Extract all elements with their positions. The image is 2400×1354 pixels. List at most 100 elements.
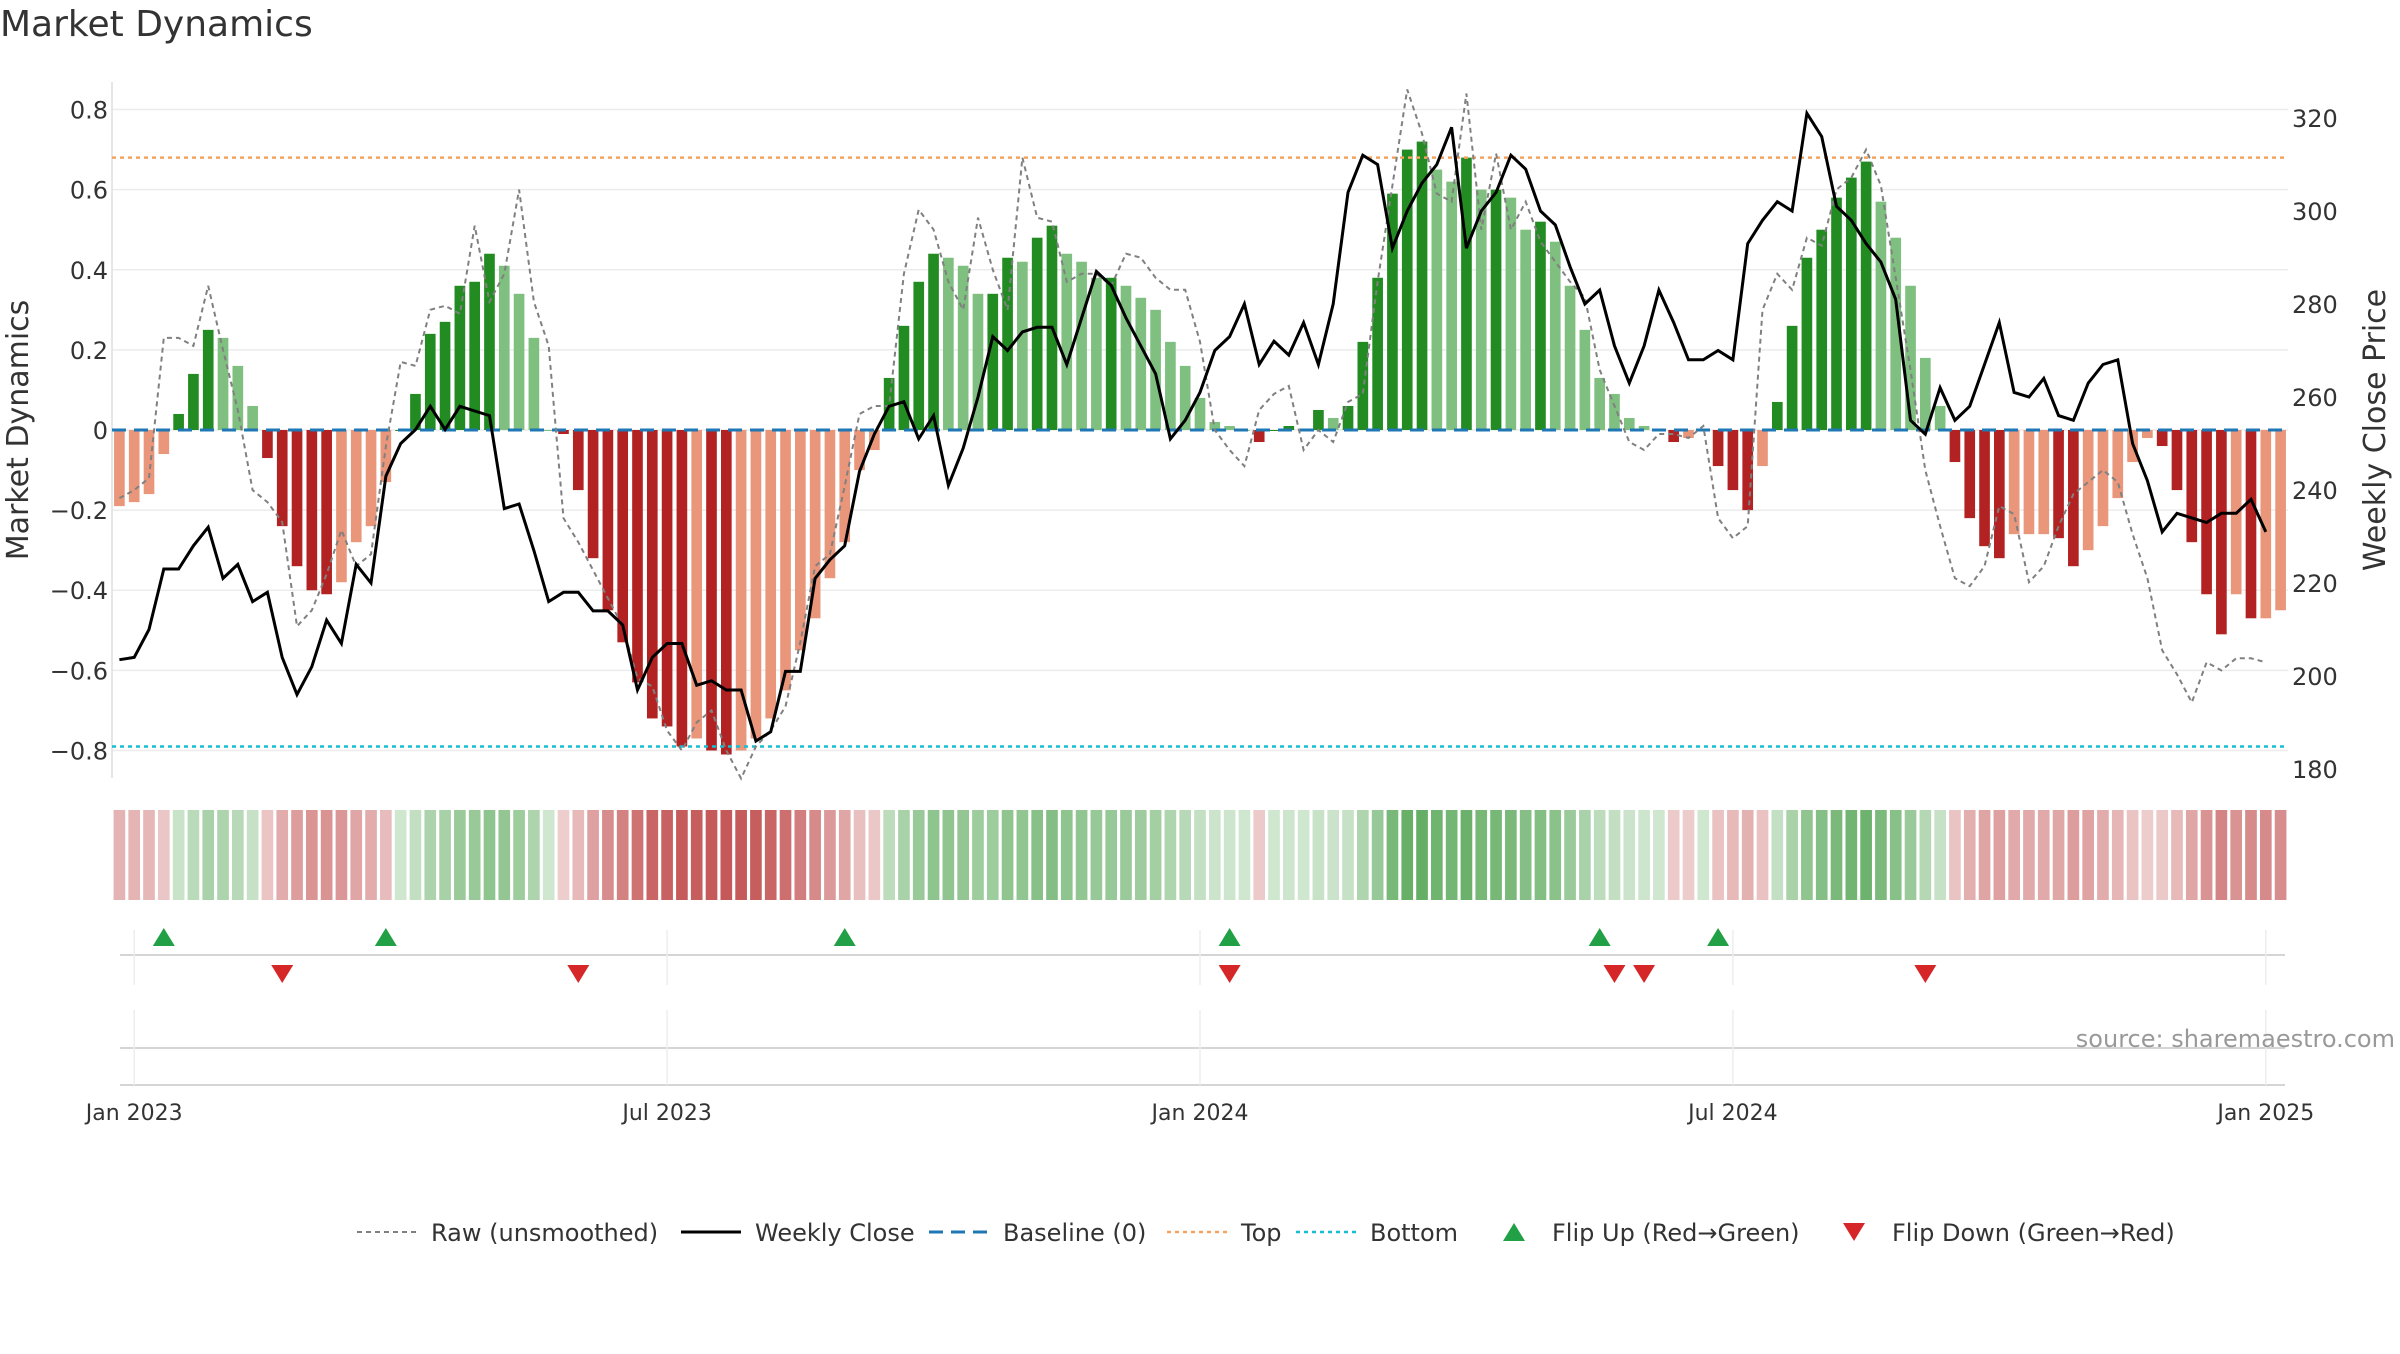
heat-strip-cell: [365, 810, 377, 900]
dynamics-bar: [2097, 430, 2109, 527]
dynamics-bar: [1934, 405, 1946, 430]
heat-strip-cell: [1238, 810, 1251, 900]
dynamics-bar: [1387, 193, 1398, 430]
heat-strip-cell: [957, 810, 969, 900]
dynamics-bar: [1860, 161, 1872, 430]
dynamics-bar: [1801, 257, 1813, 430]
flip-up-marker: [1218, 928, 1241, 946]
y-right-tick-label: 180: [2292, 756, 2338, 784]
dynamics-bar: [1401, 149, 1413, 430]
heat-strip-cell: [1208, 810, 1221, 900]
x-tick-label: Jul 2023: [620, 1101, 712, 1126]
y-right-tick-label: 320: [2292, 105, 2338, 133]
heat-strip-cell: [1963, 810, 1976, 900]
heat-strip-cell: [231, 810, 244, 900]
heat-strip-cell: [1549, 810, 1562, 900]
legend-item: Top: [1167, 1219, 1282, 1247]
y-right-axis-label: Weekly Close Price: [2358, 289, 2393, 571]
heat-strip-cell: [157, 810, 170, 900]
flip-down-marker: [1218, 965, 1241, 983]
dynamics-bar: [484, 253, 495, 430]
dynamics-bar: [1535, 221, 1546, 430]
dynamics-bar: [646, 430, 658, 719]
dynamics-bar: [1949, 430, 1961, 463]
legend-item: Raw (unsmoothed): [357, 1219, 658, 1247]
heat-strip-cell: [1682, 810, 1695, 900]
dynamics-bar: [972, 293, 984, 430]
dynamics-bar: [513, 293, 525, 430]
heat-strip-cell: [646, 810, 659, 900]
x-tick-label: Jan 2023: [84, 1101, 183, 1126]
dynamics-bar: [1816, 229, 1828, 430]
heat-strip-cell: [246, 810, 259, 900]
dynamics-bar: [2275, 430, 2286, 611]
heat-strip-cell: [2156, 810, 2169, 900]
heat-strip-cell: [750, 810, 762, 900]
heat-strip-cell: [1771, 810, 1784, 900]
heat-strip-cell: [661, 810, 673, 900]
heat-strip-cell: [2259, 810, 2272, 900]
flip-up-marker: [152, 928, 175, 946]
heat-strip-cell: [1386, 810, 1399, 900]
heat-strip-cell: [1949, 810, 1961, 900]
heat-strip-cell: [2097, 810, 2109, 900]
heat-strip-cell: [2141, 810, 2154, 900]
dynamics-bar: [217, 337, 229, 430]
heat-strip-cell: [1475, 810, 1488, 900]
heat-strip-cell: [735, 810, 747, 900]
heat-strip-cell: [2171, 810, 2183, 900]
heat-strip-cell: [676, 810, 688, 900]
dynamics-bar: [291, 430, 303, 567]
y-right-tick-label: 200: [2292, 663, 2338, 691]
heat-strip-cell: [1638, 810, 1650, 900]
y-left-tick-label: −0.8: [50, 737, 108, 765]
dynamics-bar: [1002, 257, 1013, 430]
heat-strip-cell: [868, 810, 881, 900]
dynamics-bar: [750, 430, 762, 739]
legend-item: Bottom: [1296, 1219, 1458, 1247]
dynamics-bar: [1268, 430, 1280, 431]
heat-strip-cell: [1534, 810, 1547, 900]
heat-strip-cell: [1579, 810, 1591, 900]
dynamics-bar: [1461, 157, 1472, 431]
dynamics-bar: [1845, 177, 1857, 430]
dynamics-bar: [1475, 189, 1487, 430]
legend-flip-down-icon: [1843, 1223, 1865, 1241]
legend-label: Flip Down (Green→Red): [1892, 1219, 2175, 1247]
dynamics-bar: [1431, 169, 1443, 431]
heat-strip-cell: [2037, 810, 2050, 900]
legend-label: Raw (unsmoothed): [431, 1219, 658, 1247]
dynamics-bar: [2008, 430, 2020, 535]
dynamics-bar: [1549, 241, 1561, 430]
dynamics-bar: [913, 281, 925, 430]
dynamics-bar: [424, 333, 436, 430]
heat-strip-cell: [1875, 810, 1887, 900]
dynamics-bar: [1742, 430, 1754, 511]
dynamics-bar: [1031, 237, 1043, 430]
heat-strip-cell: [1001, 810, 1014, 900]
dynamics-bar: [306, 430, 318, 591]
legend-item: Baseline (0): [929, 1219, 1146, 1247]
heat-strip-cell: [2245, 810, 2257, 900]
heat-strip-cell: [202, 810, 215, 900]
heat-strip-cell: [1120, 810, 1132, 900]
raw-line: [118, 89, 2267, 781]
dynamics-bar: [1564, 285, 1576, 430]
dynamics-bar: [2053, 430, 2064, 539]
dynamics-bar: [262, 430, 273, 459]
heat-strip-cell: [2200, 810, 2213, 900]
heat-strip-cell: [1149, 810, 1162, 900]
heat-strip-cell: [1860, 810, 1872, 900]
heat-strip-cell: [1830, 810, 1843, 900]
heat-strip-cell: [2230, 810, 2243, 900]
chart-title: Market Dynamics: [0, 4, 313, 45]
dynamics-bar: [943, 257, 954, 430]
dynamics-bar: [1979, 430, 1990, 547]
dynamics-bar: [439, 321, 451, 430]
dynamics-bar: [1786, 325, 1798, 430]
dynamics-bar: [794, 430, 806, 651]
heat-strip-cell: [2082, 810, 2094, 900]
y-left-tick-label: −0.2: [50, 497, 108, 525]
heat-strip-cell: [2185, 810, 2198, 900]
